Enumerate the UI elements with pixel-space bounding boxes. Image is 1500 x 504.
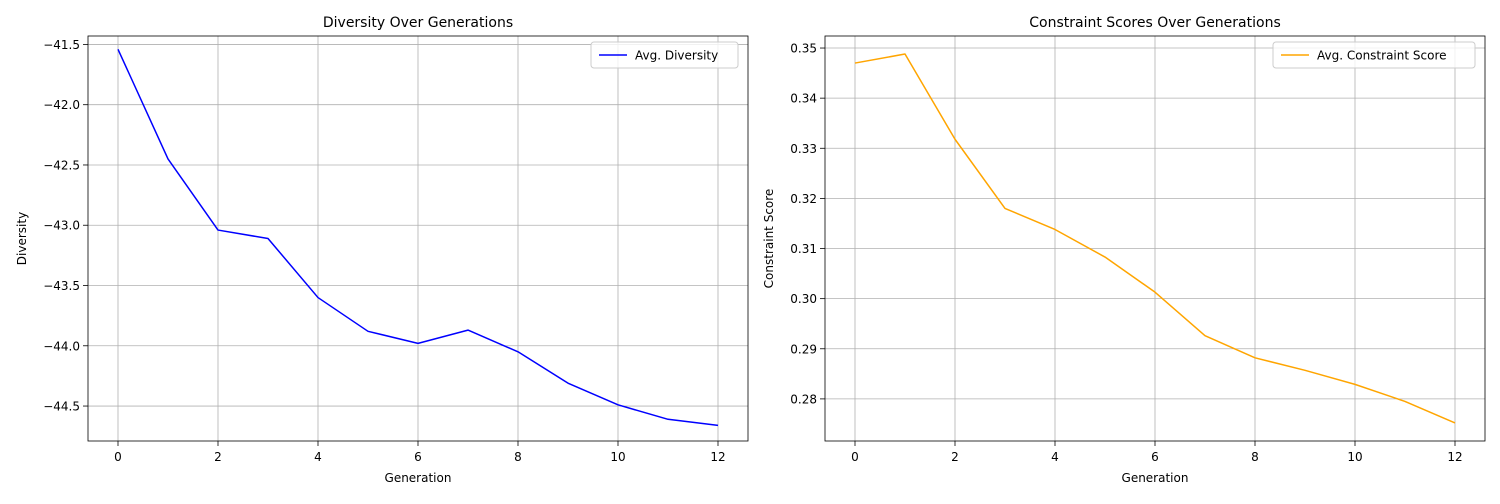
x-tick-label: 2	[214, 450, 222, 464]
legend-box	[1272, 41, 1476, 69]
y-tick-label: −43.5	[43, 279, 80, 293]
x-tick-label: 10	[1347, 450, 1362, 464]
legend-box	[590, 41, 739, 69]
x-tick-label: 0	[114, 450, 122, 464]
chart-title: Diversity Over Generations	[323, 15, 513, 31]
x-tick-label: 8	[1251, 450, 1259, 464]
plot-area-frame	[87, 35, 749, 442]
y-axis-label: Diversity	[15, 212, 29, 265]
x-tick-label: 2	[951, 450, 959, 464]
legend: Avg. Constraint Score	[1272, 41, 1476, 69]
plot-area-frame	[824, 35, 1486, 442]
legend-label: Avg. Diversity	[635, 49, 718, 63]
x-tick-label: 6	[1151, 450, 1159, 464]
x-tick-label: 0	[851, 450, 859, 464]
y-tick-label: −42.0	[43, 98, 80, 112]
y-tick-label: −44.5	[43, 400, 80, 414]
x-tick-label: 12	[710, 450, 725, 464]
x-tick-label: 10	[610, 450, 625, 464]
y-tick-label: 0.31	[790, 242, 817, 256]
diversity-chart-panel: 0 2 4 6 8 10 12 −44.5 −44.0 −43.5 −43.0 −42.5 −42.0 −…	[15, 15, 749, 485]
y-tick-label: 0.29	[790, 342, 817, 356]
y-tick-label: 0.34	[790, 92, 817, 106]
y-tick-label: 0.35	[790, 42, 817, 56]
x-tick-label: 8	[514, 450, 522, 464]
y-tick-label: 0.33	[790, 142, 817, 156]
x-tick-label: 12	[1447, 450, 1462, 464]
y-tick-label: −41.5	[43, 38, 80, 52]
y-tick-label: 0.30	[790, 292, 817, 306]
constraint-score-chart-panel: 0 2 4 6 8 10 12 0.28 0.29 0.30 0.31 0.32 0.33 0.34 0.3…	[762, 15, 1486, 485]
y-tick-label: −44.0	[43, 339, 80, 353]
x-tick-label: 6	[414, 450, 422, 464]
legend: Avg. Diversity	[590, 41, 739, 69]
y-axis-label: Constraint Score	[762, 189, 776, 289]
y-tick-label: −42.5	[43, 158, 80, 172]
x-tick-label: 4	[1051, 450, 1059, 464]
series-line-0	[854, 53, 1456, 424]
x-axis-label: Generation	[385, 471, 452, 485]
y-tick-label: 0.28	[790, 392, 817, 406]
series-line-0	[117, 48, 719, 427]
y-tick-label: 0.32	[790, 192, 817, 206]
legend-label: Avg. Constraint Score	[1317, 49, 1447, 63]
chart-title: Constraint Scores Over Generations	[1029, 15, 1281, 31]
x-axis-label: Generation	[1122, 471, 1189, 485]
x-tick-label: 4	[314, 450, 322, 464]
y-tick-label: −43.0	[43, 219, 80, 233]
